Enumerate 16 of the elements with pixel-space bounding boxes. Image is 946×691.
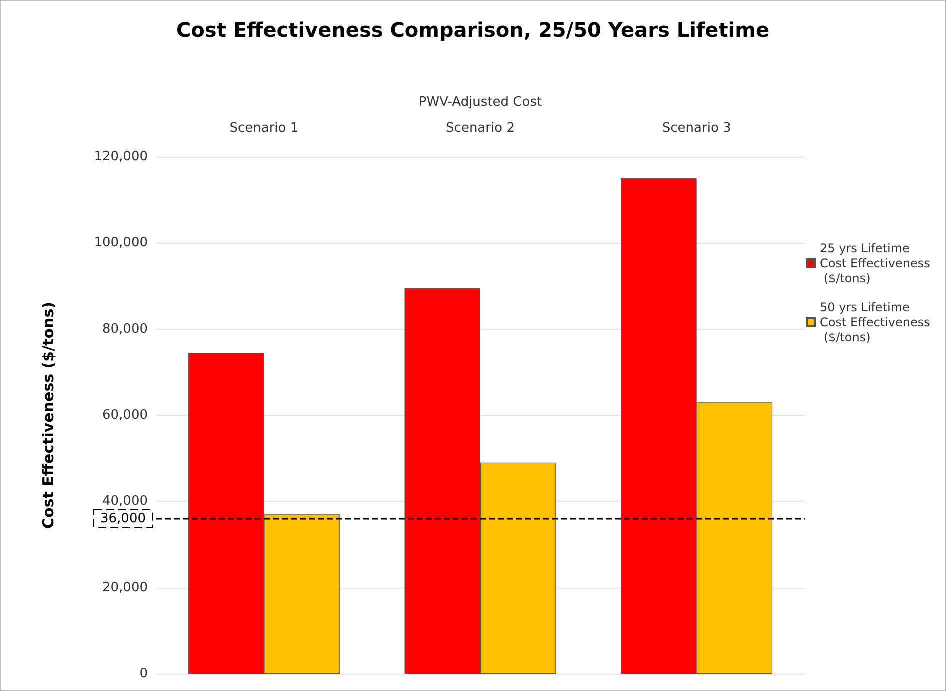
y-axis-title: Cost Effectiveness ($/tons) — [40, 302, 58, 529]
ref-line-label: 36,000 — [100, 511, 146, 526]
x-axis-title: PWV-Adjusted Cost — [418, 95, 542, 110]
y-tick-label: 0 — [140, 666, 148, 682]
x-tick-label: Scenario 3 — [662, 121, 732, 136]
y-tick-label: 80,000 — [102, 322, 148, 337]
y-tick-label: 60,000 — [102, 408, 148, 423]
x-tick-label: Scenario 2 — [446, 121, 515, 136]
legend-label: 25 yrs Lifetime Cost Effectiveness ($/tons) — [820, 242, 930, 286]
x-tick-label: Scenario 1 — [230, 121, 299, 136]
y-tick-label: 100,000 — [94, 236, 148, 251]
y-tick-label: 40,000 — [102, 494, 148, 510]
y-tick-label: 20,000 — [102, 580, 148, 596]
chart-title: Cost Effectiveness Comparison, 25/50 Years Lifetime — [176, 18, 770, 42]
y-tick-label: 120,000 — [94, 150, 148, 164]
legend-label: 50 yrs Lifetime Cost Effectiveness ($/tons) — [820, 300, 930, 344]
